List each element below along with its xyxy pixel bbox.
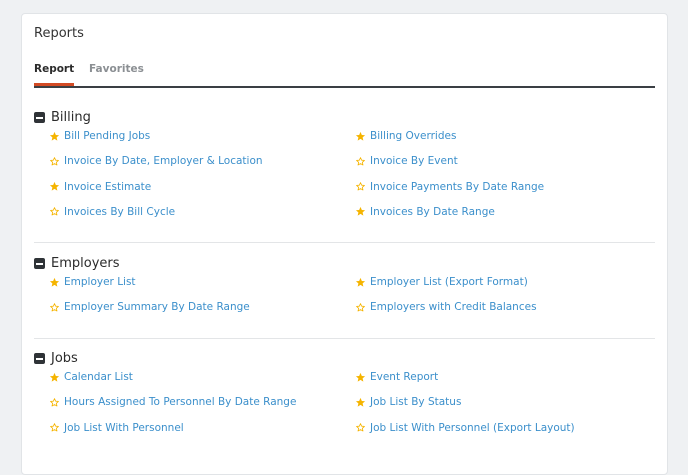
star-filled-icon[interactable] — [355, 372, 370, 383]
report-link[interactable]: Invoice By Event — [355, 155, 458, 167]
report-label[interactable]: Bill Pending Jobs — [64, 130, 151, 142]
report-link[interactable]: Employers with Credit Balances — [355, 301, 537, 313]
report-link[interactable]: Invoices By Date Range — [355, 206, 495, 218]
report-label[interactable]: Employer List (Export Format) — [370, 276, 528, 288]
report-label[interactable]: Calendar List — [64, 371, 133, 383]
report-label[interactable]: Job List By Status — [370, 396, 462, 409]
report-link[interactable]: Hours Assigned To Personnel By Date Rang… — [49, 396, 296, 408]
page-title: Reports — [34, 26, 84, 41]
collapse-icon[interactable] — [34, 258, 45, 269]
report-link[interactable]: Invoice By Date, Employer & Location — [49, 155, 263, 167]
star-filled-icon[interactable] — [355, 277, 370, 288]
star-outline-icon[interactable] — [355, 302, 370, 313]
star-filled-icon[interactable] — [355, 397, 370, 408]
report-link[interactable]: Employer List — [49, 276, 136, 288]
report-link[interactable]: Job List By Status — [355, 396, 461, 408]
section-toggle[interactable]: Employers — [34, 256, 120, 271]
report-link[interactable]: Job List With Personnel (Export Layout) — [355, 422, 575, 434]
report-link[interactable]: Event Report — [355, 371, 438, 383]
report-label[interactable]: Job List With Personnel (Export Layout) — [370, 421, 575, 434]
report-link[interactable]: Employer Summary By Date Range — [49, 301, 250, 313]
star-filled-icon[interactable] — [49, 181, 64, 192]
section-divider — [34, 338, 655, 339]
star-filled-icon[interactable] — [49, 372, 64, 383]
report-label[interactable]: Billing Overrides — [370, 130, 457, 142]
report-link[interactable]: Invoices By Bill Cycle — [49, 206, 175, 218]
report-label[interactable]: Invoices By Date Range — [370, 205, 495, 218]
reports-card: Reports Report Favorites Billing Bill Pen… — [21, 13, 668, 475]
star-filled-icon[interactable] — [355, 206, 370, 217]
report-link[interactable]: Employer List (Export Format) — [355, 276, 528, 288]
star-filled-icon[interactable] — [355, 131, 370, 142]
section-divider — [34, 242, 655, 243]
star-outline-icon[interactable] — [49, 206, 64, 217]
report-label[interactable]: Invoice By Date, Employer & Location — [64, 155, 263, 168]
report-label[interactable]: Invoice Estimate — [64, 180, 152, 193]
section-title: Jobs — [51, 351, 78, 366]
collapse-icon[interactable] — [34, 353, 45, 364]
report-label[interactable]: Job List With Personnel — [64, 421, 184, 434]
report-label[interactable]: Employer Summary By Date Range — [64, 301, 250, 314]
report-link[interactable]: Invoice Estimate — [49, 181, 151, 193]
report-label[interactable]: Employers with Credit Balances — [370, 301, 537, 314]
section-title: Employers — [51, 256, 120, 271]
star-filled-icon[interactable] — [49, 277, 64, 288]
star-outline-icon[interactable] — [355, 156, 370, 167]
report-label[interactable]: Invoice Payments By Date Range — [370, 180, 545, 193]
star-filled-icon[interactable] — [49, 131, 64, 142]
star-outline-icon[interactable] — [49, 156, 64, 167]
report-label[interactable]: Employer List — [64, 276, 136, 288]
star-outline-icon[interactable] — [49, 397, 64, 408]
report-label[interactable]: Invoice By Event — [370, 155, 458, 168]
tab-favorites[interactable]: Favorites — [89, 63, 144, 75]
report-link[interactable]: Calendar List — [49, 371, 133, 383]
report-link[interactable]: Bill Pending Jobs — [49, 130, 150, 142]
report-label[interactable]: Event Report — [370, 371, 439, 383]
star-outline-icon[interactable] — [355, 422, 370, 433]
section-title: Billing — [51, 110, 91, 125]
report-label[interactable]: Hours Assigned To Personnel By Date Rang… — [64, 396, 297, 409]
star-outline-icon[interactable] — [355, 181, 370, 192]
collapse-icon[interactable] — [34, 112, 45, 123]
section-toggle[interactable]: Jobs — [34, 351, 78, 366]
tab-report[interactable]: Report — [34, 63, 75, 86]
star-outline-icon[interactable] — [49, 422, 64, 433]
section-toggle[interactable]: Billing — [34, 110, 91, 125]
report-label[interactable]: Invoices By Bill Cycle — [64, 205, 176, 218]
star-outline-icon[interactable] — [49, 302, 64, 313]
tab-bar: Report Favorites — [34, 63, 655, 88]
report-link[interactable]: Job List With Personnel — [49, 422, 184, 434]
report-link[interactable]: Invoice Payments By Date Range — [355, 181, 544, 193]
report-link[interactable]: Billing Overrides — [355, 130, 456, 142]
